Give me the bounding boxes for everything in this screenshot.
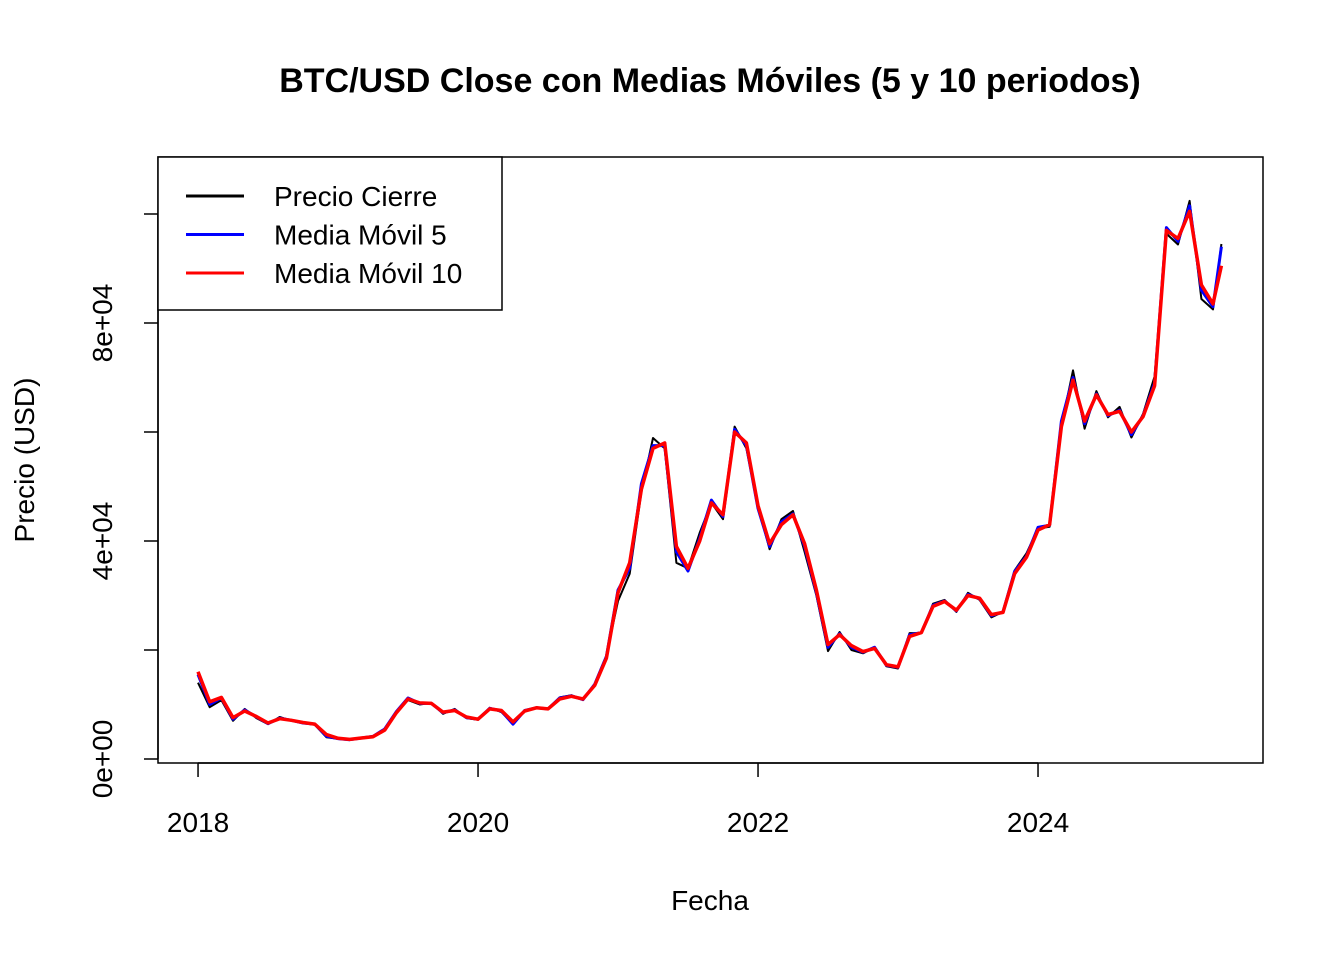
legend: Precio Cierre Media Móvil 5 Media Móvil 10	[157, 156, 503, 311]
series-line	[196, 209, 1224, 742]
legend-label: Precio Cierre	[274, 181, 437, 212]
x-tick-label: 2024	[1007, 807, 1069, 838]
legend-label: Media Móvil 5	[274, 220, 447, 251]
chart-title: BTC/USD Close con Medias Móviles (5 y 10…	[279, 62, 1141, 100]
y-tick-label: 4e+04	[87, 502, 118, 581]
legend-label: Media Móvil 10	[274, 258, 462, 289]
y-axis-label: Precio (USD)	[9, 378, 40, 543]
x-tick-label: 2022	[727, 807, 789, 838]
y-tick-label: 0e+00	[87, 720, 118, 799]
x-tick-label: 2020	[447, 807, 509, 838]
x-tick-label: 2018	[167, 807, 229, 838]
y-tick-label: 8e+04	[87, 284, 118, 363]
x-axis-label: Fecha	[671, 885, 749, 916]
